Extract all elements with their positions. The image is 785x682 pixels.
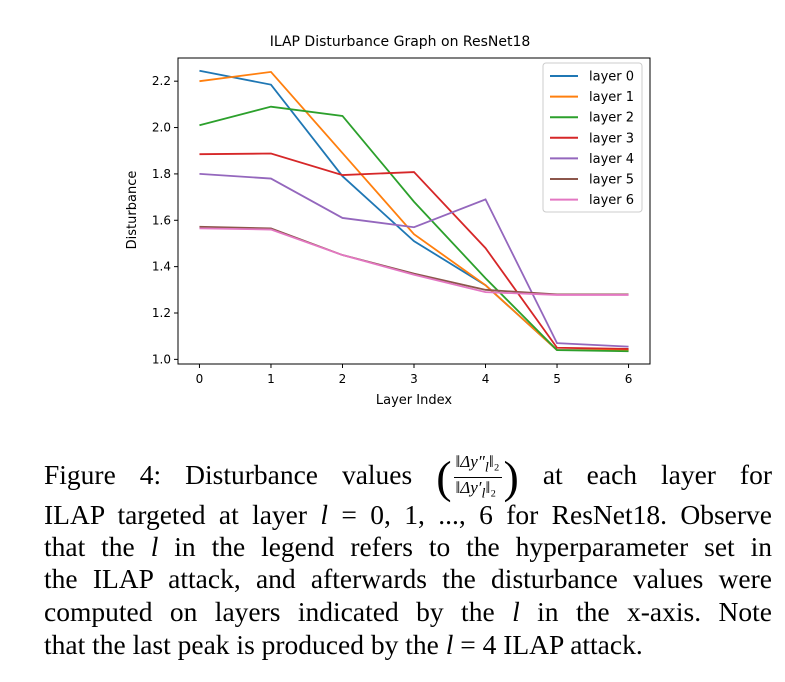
y-tick-label: 1.0 [152,352,171,366]
legend-label: layer 6 [589,193,634,208]
series-line-layer-4 [199,173,629,348]
caption-text: at each layer for [542,459,772,491]
caption-line-1: Figure 4: Disturbance values (‖Δy″l‖₂ ‖Δy… [44,452,772,504]
subscript: l [484,459,489,476]
caption-line-6: that the last peak is produced by the l … [44,629,772,661]
norm: ‖₂ [488,452,500,471]
legend-label: layer 1 [589,90,634,105]
caption-text: Figure 4: Disturbance values [44,459,413,491]
legend-label: layer 5 [589,173,634,188]
y-tick-label: 1.8 [152,167,171,181]
legend-label: layer 2 [589,111,634,126]
math-var: l [512,596,520,627]
series-line-layer-3 [199,152,629,350]
math-var: l [445,629,454,660]
y-tick-label: 2.2 [152,74,171,88]
subscript: l [481,485,486,502]
caption-text: the ILAP attack, and afterwards the dist… [44,563,772,594]
chart-title: ILAP Disturbance Graph on ResNet18 [270,34,531,50]
legend: layer 0 layer 1 layer 2 layer 3 layer 4 layer… [542,62,643,213]
caption-line-2: ILAP targeted at layer l = 0, 1, ..., 6 … [44,499,772,531]
plot-frame [177,57,651,365]
x-tick-label: 5 [553,372,561,386]
denominator: ‖Δy′ [455,478,482,498]
legend-box [542,62,643,213]
math-var: l [320,499,329,530]
series-line-layer-6 [199,227,629,296]
caption-text: ILAP targeted at layer [44,499,321,530]
x-tick-label: 0 [196,372,204,386]
y-tick-label: 2.0 [152,121,171,135]
y-tick-label: 1.6 [152,213,171,227]
caption-line-5: computed on layers indicated by the l in… [44,596,772,628]
x-tick-label: 1 [267,372,275,386]
numerator: ‖Δy″ [455,452,485,471]
caption-line-4: the ILAP attack, and afterwards the dist… [44,563,772,595]
y-tick-label: 1.2 [152,306,171,320]
series-line-layer-5 [199,225,629,296]
x-tick-label: 3 [410,372,418,386]
legend-label: layer 4 [589,152,634,167]
caption-line-3: that the l in the legend refers to the h… [44,531,772,563]
x-axis-label: Layer Index [376,393,452,408]
math-var: l [150,531,159,562]
series-line-layer-2 [199,105,629,353]
y-axis-label: Disturbance [125,171,140,250]
caption-text: = 0, 1, ..., 6 for ResNet18. Observe [328,499,772,530]
x-tick-label: 4 [482,372,490,386]
x-tick-label: 6 [625,372,633,386]
formula: (‖Δy″l‖₂ ‖Δy′l‖₂) [436,451,519,503]
line-chart: ILAP Disturbance Graph on ResNet18 Layer… [125,34,651,408]
norm: ‖₂ [485,478,497,498]
caption-text: that the [44,531,151,562]
caption-text: = 4 ILAP attack. [453,629,643,660]
caption-text: computed on layers indicated by the [44,596,513,627]
legend-label: layer 3 [589,131,634,146]
legend-label: layer 0 [589,70,634,85]
x-tick-label: 2 [339,372,347,386]
y-tick-label: 1.4 [152,260,171,274]
caption-text: in the x-axis. Note [519,596,772,627]
caption-text: that the last peak is produced by the [44,629,446,660]
caption-text: in the legend refers to the hyperparamet… [158,531,772,562]
